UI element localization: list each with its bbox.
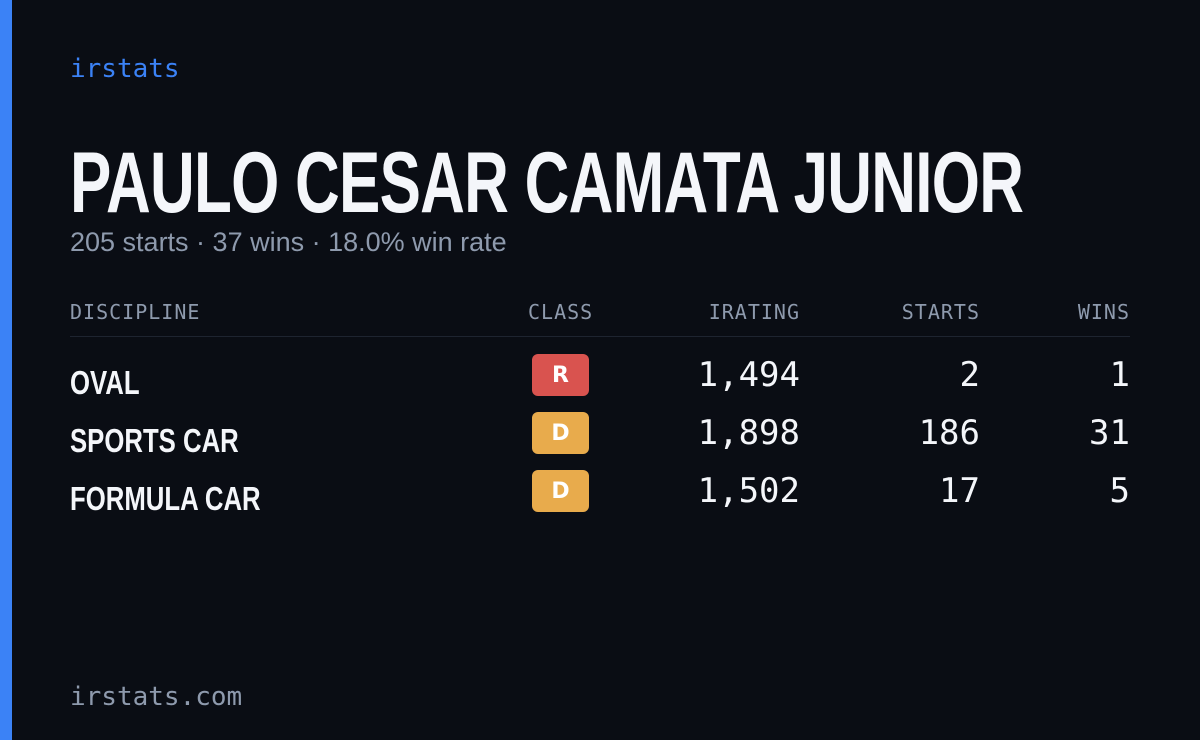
wins: 5	[1109, 471, 1130, 511]
discipline: FORMULA CAR	[70, 480, 261, 517]
starts: 17	[939, 471, 980, 511]
class-badge: D	[532, 412, 589, 454]
column-header: CLASS	[528, 300, 594, 324]
starts: 186	[918, 413, 980, 453]
discipline: OVAL	[70, 364, 140, 401]
wins: 1	[1109, 355, 1130, 395]
wins: 31	[1089, 413, 1130, 453]
accent-bar	[0, 0, 12, 740]
class-badge: R	[532, 354, 589, 396]
column-header: IRATING	[708, 300, 800, 324]
irating: 1,502	[697, 471, 800, 511]
brand: irstats	[70, 54, 180, 84]
column-header: DISCIPLINE	[70, 300, 201, 324]
column-header: STARTS	[901, 300, 980, 324]
starts: 2	[959, 355, 980, 395]
irating: 1,494	[697, 355, 800, 395]
discipline: SPORTS CAR	[70, 422, 239, 459]
footer: irstats.com	[70, 682, 243, 712]
irating: 1,898	[697, 413, 800, 453]
header-rule	[70, 336, 1130, 337]
column-header: WINS	[1077, 300, 1130, 324]
summary: 205 starts · 37 wins · 18.0% win rate	[70, 227, 507, 257]
class-badge: D	[532, 470, 589, 512]
driver-name: PAULO CESAR CAMATA JUNIOR	[70, 135, 1024, 231]
